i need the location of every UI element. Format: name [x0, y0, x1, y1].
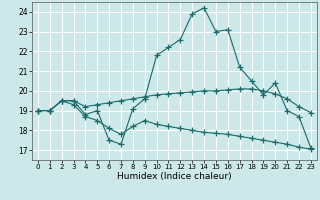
X-axis label: Humidex (Indice chaleur): Humidex (Indice chaleur): [117, 172, 232, 181]
